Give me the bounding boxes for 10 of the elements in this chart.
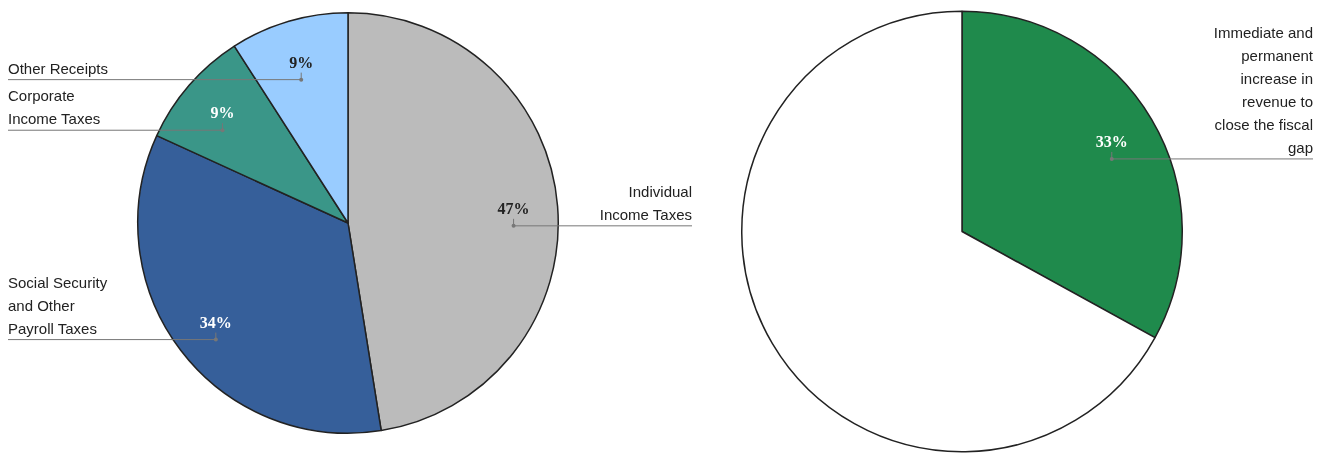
slice-label: Social Security and Other Payroll Taxes [8,273,108,337]
slice-label: Other Receipts [8,59,109,77]
slice-label: Corporate Income Taxes [8,87,101,128]
data-label: 33% [1095,133,1128,151]
data-label: 9% [289,53,314,71]
slice-label: Immediate and permanent increase in revenue to close the fiscal gap [1213,23,1314,156]
slice-label: Individual Income Taxes [599,182,692,223]
data-label: 9% [210,104,235,122]
data-label: 34% [199,313,232,331]
data-label: 47% [497,199,530,217]
